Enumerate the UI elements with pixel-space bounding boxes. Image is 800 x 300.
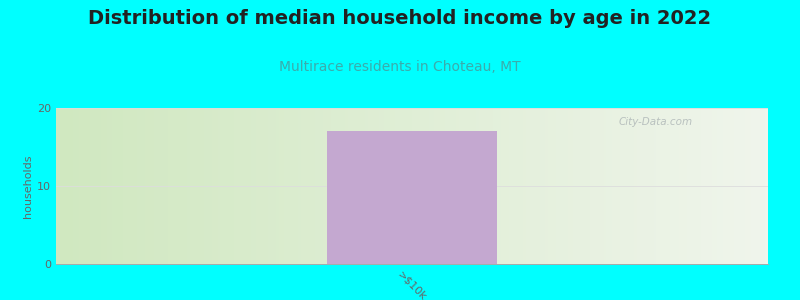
Text: Distribution of median household income by age in 2022: Distribution of median household income … [89, 9, 711, 28]
Text: Multirace residents in Choteau, MT: Multirace residents in Choteau, MT [279, 60, 521, 74]
Text: City-Data.com: City-Data.com [618, 117, 693, 128]
Bar [326, 131, 498, 264]
Y-axis label: households: households [23, 154, 33, 218]
